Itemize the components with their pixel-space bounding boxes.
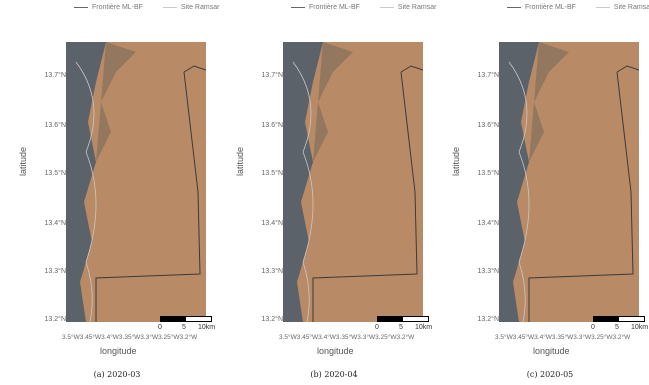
ramsar-swatch	[379, 6, 394, 8]
legend-ramsar: Site Ramsar	[180, 4, 220, 11]
ytick: 13.5°N	[261, 170, 283, 177]
scale-0: 0	[591, 324, 595, 331]
x-tick-labels: 3.5°W3.45°W3.4°W3.35°W3.3°W3.25°W3.2°W	[495, 334, 631, 341]
panel-caption: (c) 2020-05	[526, 370, 574, 379]
satellite-map	[283, 42, 423, 322]
panel-caption: (b) 2020-04	[310, 370, 358, 379]
satellite-map	[66, 42, 206, 322]
scale-5: 5	[399, 324, 403, 331]
scale-10: 10km	[198, 324, 216, 331]
x-axis-label: longitude	[100, 346, 137, 356]
y-axis-label: latitude	[451, 146, 461, 176]
legend-frontier: Frontière ML-BF	[525, 4, 576, 11]
scale-0: 0	[158, 324, 162, 331]
map-panel-c: Frontière ML-BF Site Ramsar latitude 13.…	[433, 0, 649, 385]
ytick: 13.7°N	[477, 72, 499, 79]
ramsar-swatch	[595, 6, 610, 8]
legend-frontier: Frontière ML-BF	[92, 4, 143, 11]
ytick: 13.7°N	[261, 72, 283, 79]
x-axis-label: longitude	[317, 346, 354, 356]
ytick: 13.3°N	[44, 268, 66, 275]
frontier-swatch	[74, 6, 88, 8]
legend-ramsar: Site Ramsar	[397, 4, 437, 11]
legend: Frontière ML-BF Site Ramsar	[291, 4, 436, 11]
frontier-swatch	[507, 6, 521, 8]
ytick: 13.5°N	[477, 170, 499, 177]
panel-caption: (a) 2020-03	[93, 370, 141, 379]
y-axis-label: latitude	[235, 146, 245, 176]
ytick: 13.2°N	[44, 316, 66, 323]
legend-ramsar: Site Ramsar	[613, 4, 649, 11]
x-axis-label: longitude	[533, 346, 570, 356]
ytick: 13.6°N	[477, 122, 499, 129]
map-panel-a: Frontière ML-BF Site Ramsar latitude 13.…	[0, 0, 219, 385]
frontier-swatch	[291, 6, 305, 8]
ytick: 13.6°N	[44, 122, 66, 129]
ytick: 13.2°N	[261, 316, 283, 323]
ytick: 13.7°N	[44, 72, 66, 79]
scale-5: 5	[182, 324, 186, 331]
ytick: 13.2°N	[477, 316, 499, 323]
legend-frontier: Frontière ML-BF	[309, 4, 360, 11]
ytick: 13.6°N	[261, 122, 283, 129]
scale-0: 0	[375, 324, 379, 331]
ytick: 13.5°N	[44, 170, 66, 177]
ytick: 13.4°N	[261, 220, 283, 227]
satellite-map	[499, 42, 639, 322]
ytick: 13.3°N	[261, 268, 283, 275]
ramsar-swatch	[162, 6, 177, 8]
x-tick-labels: 3.5°W3.45°W3.4°W3.35°W3.3°W3.25°W3.2°W	[62, 334, 198, 341]
scale-10: 10km	[631, 324, 649, 331]
legend: Frontière ML-BF Site Ramsar	[74, 4, 219, 11]
legend: Frontière ML-BF Site Ramsar	[507, 4, 649, 11]
scale-5: 5	[615, 324, 619, 331]
ytick: 13.3°N	[477, 268, 499, 275]
ytick: 13.4°N	[44, 220, 66, 227]
x-tick-labels: 3.5°W3.45°W3.4°W3.35°W3.3°W3.25°W3.2°W	[279, 334, 415, 341]
map-panel-b: Frontière ML-BF Site Ramsar latitude 13.…	[217, 0, 436, 385]
scale-10: 10km	[415, 324, 433, 331]
ytick: 13.4°N	[477, 220, 499, 227]
y-axis-label: latitude	[18, 146, 28, 176]
